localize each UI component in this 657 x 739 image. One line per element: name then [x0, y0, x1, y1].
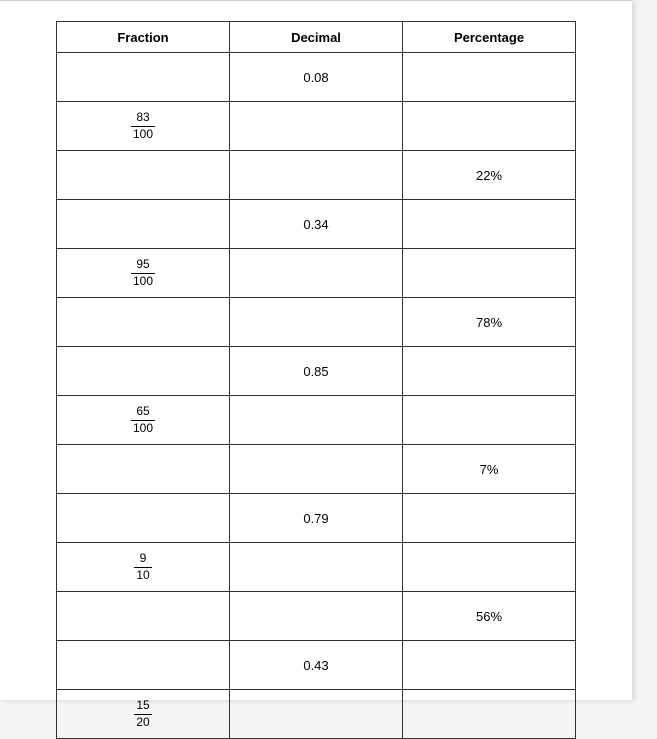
- percentage-cell: [403, 396, 576, 445]
- table-row: 0.79: [57, 494, 576, 543]
- fraction-numerator: 9: [134, 552, 151, 567]
- decimal-cell: 0.43: [230, 641, 403, 690]
- table-row: 0.34: [57, 200, 576, 249]
- fraction-cell: [57, 347, 230, 396]
- fraction-value: 65100: [131, 405, 155, 434]
- fraction-value: 910: [134, 552, 151, 581]
- decimal-cell: [230, 690, 403, 739]
- percentage-cell: [403, 690, 576, 739]
- percentage-cell: 7%: [403, 445, 576, 494]
- table-row: 56%: [57, 592, 576, 641]
- col-fraction-header: Fraction: [57, 22, 230, 53]
- percentage-cell: [403, 494, 576, 543]
- fraction-denominator: 100: [131, 274, 155, 288]
- fraction-denominator: 10: [134, 568, 151, 582]
- fraction-cell: [57, 592, 230, 641]
- fraction-cell: [57, 494, 230, 543]
- table-row: 22%: [57, 151, 576, 200]
- percentage-cell: [403, 543, 576, 592]
- table-row: 910: [57, 543, 576, 592]
- fraction-numerator: 95: [131, 258, 155, 273]
- fraction-cell: 65100: [57, 396, 230, 445]
- header-row: Fraction Decimal Percentage: [57, 22, 576, 53]
- decimal-cell: 0.79: [230, 494, 403, 543]
- fraction-cell: 95100: [57, 249, 230, 298]
- fraction-value: 95100: [131, 258, 155, 287]
- decimal-cell: [230, 249, 403, 298]
- table-row: 0.43: [57, 641, 576, 690]
- fraction-denominator: 100: [131, 421, 155, 435]
- table-body: 0.088310022%0.349510078%0.85651007%0.799…: [57, 53, 576, 739]
- conversion-table: Fraction Decimal Percentage 0.088310022%…: [56, 21, 576, 739]
- fraction-cell: [57, 200, 230, 249]
- percentage-cell: [403, 102, 576, 151]
- col-percentage-header: Percentage: [403, 22, 576, 53]
- decimal-cell: [230, 396, 403, 445]
- table-row: 1520: [57, 690, 576, 739]
- percentage-cell: [403, 641, 576, 690]
- table-row: 0.08: [57, 53, 576, 102]
- fraction-cell: [57, 53, 230, 102]
- percentage-cell: [403, 249, 576, 298]
- fraction-value: 1520: [134, 699, 151, 728]
- percentage-cell: 22%: [403, 151, 576, 200]
- col-decimal-header: Decimal: [230, 22, 403, 53]
- table-header: Fraction Decimal Percentage: [57, 22, 576, 53]
- decimal-cell: [230, 445, 403, 494]
- table-row: 95100: [57, 249, 576, 298]
- fraction-cell: [57, 298, 230, 347]
- fraction-cell: [57, 445, 230, 494]
- decimal-cell: [230, 151, 403, 200]
- decimal-cell: 0.85: [230, 347, 403, 396]
- fraction-denominator: 100: [131, 127, 155, 141]
- fraction-value: 83100: [131, 111, 155, 140]
- table-row: 0.85: [57, 347, 576, 396]
- fraction-cell: [57, 641, 230, 690]
- fraction-numerator: 83: [131, 111, 155, 126]
- fraction-denominator: 20: [134, 715, 151, 729]
- decimal-cell: [230, 298, 403, 347]
- decimal-cell: [230, 102, 403, 151]
- decimal-cell: [230, 592, 403, 641]
- percentage-cell: 56%: [403, 592, 576, 641]
- decimal-cell: 0.08: [230, 53, 403, 102]
- percentage-cell: [403, 347, 576, 396]
- fraction-cell: 1520: [57, 690, 230, 739]
- table-row: 65100: [57, 396, 576, 445]
- table-row: 83100: [57, 102, 576, 151]
- percentage-cell: 78%: [403, 298, 576, 347]
- fraction-cell: 83100: [57, 102, 230, 151]
- fraction-numerator: 15: [134, 699, 151, 714]
- fraction-numerator: 65: [131, 405, 155, 420]
- percentage-cell: [403, 200, 576, 249]
- fraction-cell: 910: [57, 543, 230, 592]
- page: Fraction Decimal Percentage 0.088310022%…: [0, 0, 632, 700]
- table-row: 78%: [57, 298, 576, 347]
- percentage-cell: [403, 53, 576, 102]
- decimal-cell: 0.34: [230, 200, 403, 249]
- table-container: Fraction Decimal Percentage 0.088310022%…: [56, 21, 576, 739]
- decimal-cell: [230, 543, 403, 592]
- table-row: 7%: [57, 445, 576, 494]
- fraction-cell: [57, 151, 230, 200]
